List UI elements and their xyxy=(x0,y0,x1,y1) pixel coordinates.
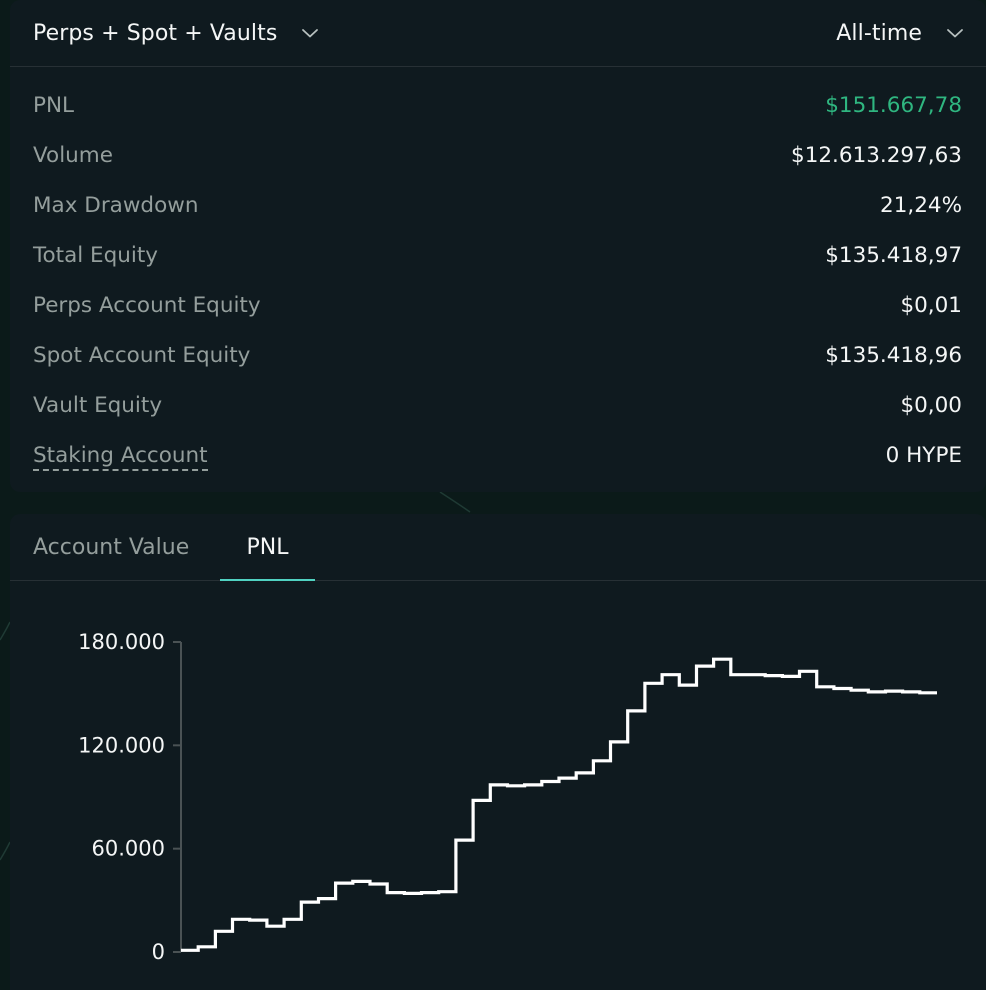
stat-value: 0 HYPE xyxy=(885,443,962,468)
stat-label: Spot Account Equity xyxy=(33,343,251,368)
stat-label: Volume xyxy=(33,143,113,168)
stat-row-staking-account: Staking Account 0 HYPE xyxy=(10,433,986,483)
stat-value: $0,01 xyxy=(900,293,962,318)
chevron-down-icon xyxy=(947,29,963,38)
stat-value: $135.418,97 xyxy=(825,243,962,268)
y-tick-label: 120.000 xyxy=(78,733,165,757)
chart-panel: Account Value PNL 0 60.000 120.000 180.000 xyxy=(10,514,986,990)
scope-dropdown[interactable]: Perps + Spot + Vaults xyxy=(33,0,319,66)
stat-value: $135.418,96 xyxy=(825,343,962,368)
stat-row-vault-equity: Vault Equity $0,00 xyxy=(10,383,986,433)
stat-row-max-drawdown: Max Drawdown 21,24% xyxy=(10,183,986,233)
account-summary-panel: Perps + Spot + Vaults All-time PNL $151.… xyxy=(10,0,986,492)
staking-account-tooltip-trigger[interactable]: Staking Account xyxy=(33,443,208,471)
stat-value: $12.613.297,63 xyxy=(791,143,962,168)
tab-account-value[interactable]: Account Value xyxy=(33,534,190,560)
pnl-series-line xyxy=(181,657,937,952)
tab-pnl[interactable]: PNL xyxy=(220,514,315,581)
stat-label: PNL xyxy=(33,93,75,118)
stat-row-perps-equity: Perps Account Equity $0,01 xyxy=(10,283,986,333)
stat-row-spot-equity: Spot Account Equity $135.418,96 xyxy=(10,333,986,383)
stat-value: 21,24% xyxy=(880,193,962,218)
y-tick-label: 60.000 xyxy=(92,837,165,861)
stat-value: $151.667,78 xyxy=(825,93,962,118)
time-range-dropdown-label: All-time xyxy=(836,20,922,46)
time-range-dropdown[interactable]: All-time xyxy=(836,0,964,66)
y-tick-label: 0 xyxy=(152,940,165,964)
pnl-chart: 0 60.000 120.000 180.000 xyxy=(78,630,937,964)
chart-series xyxy=(181,657,937,952)
stat-label: Vault Equity xyxy=(33,393,163,418)
stats-list: PNL $151.667,78 Volume $12.613.297,63 Ma… xyxy=(10,67,986,483)
stat-label: Max Drawdown xyxy=(33,193,199,218)
stat-value: $0,00 xyxy=(900,393,962,418)
y-tick-label: 180.000 xyxy=(78,630,165,654)
stat-row-volume: Volume $12.613.297,63 xyxy=(10,133,986,183)
scope-dropdown-label: Perps + Spot + Vaults xyxy=(33,20,278,46)
filter-row: Perps + Spot + Vaults All-time xyxy=(10,0,986,67)
chevron-down-icon xyxy=(302,29,319,38)
stat-row-total-equity: Total Equity $135.418,97 xyxy=(10,233,986,283)
y-axis: 0 60.000 120.000 180.000 xyxy=(78,630,182,964)
chart-tabs: Account Value PNL xyxy=(10,514,986,581)
stat-row-pnl: PNL $151.667,78 xyxy=(10,83,986,133)
stat-label: Perps Account Equity xyxy=(33,293,261,318)
stat-label: Total Equity xyxy=(33,243,159,268)
